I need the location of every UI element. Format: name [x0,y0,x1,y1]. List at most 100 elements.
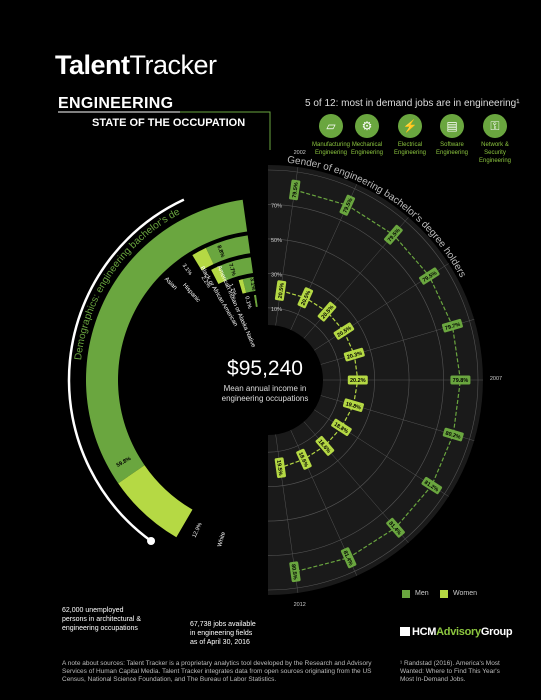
job-manufacturing: ▱ Manufacturing Engineering [301,114,361,157]
data-label-box [289,561,301,583]
data-label-women: 20.3% [343,347,365,362]
job-label: Electrical [397,142,423,148]
data-label-text: 18.6% [297,451,309,468]
data-label-women: 19.8% [342,398,364,412]
legend-men-swatch [402,590,410,598]
data-label-men: 79.8% [450,375,471,385]
data-label-box [297,287,314,309]
data-label-box [421,476,443,495]
brand-part: HCM [412,626,437,638]
job-electrical: ⚡ Electrical Engineering [380,114,440,157]
data-label-men: 80.2% [442,427,464,442]
job-software: ▤ Software Engineering [422,114,482,157]
data-label-box [442,427,464,442]
outer-guide-dot [147,536,156,545]
data-label-box [315,435,335,456]
data-label-box [386,517,405,538]
data-label-men: 79.7% [441,318,463,333]
job-label: Engineering [478,158,512,164]
data-label-box [296,448,312,470]
source-line: Services of Human Capital Media. Talent … [62,668,372,675]
source-line: Census, National Science Foundation, and… [62,676,277,683]
brand-part: Group [480,626,513,638]
category-label: Hispanic [181,283,201,304]
bar-men-label: 3.1% [248,278,256,291]
data-label-box [384,224,403,245]
bar-women-label: 3.1% [181,263,193,277]
data-label-text: 20.5% [300,290,312,307]
bar-men-label: 8.8% [215,245,225,259]
data-label-women: 20.5% [297,287,314,309]
data-label-text: 79.5% [292,182,300,198]
stat-line: as of April 30, 2016 [190,639,250,646]
job-label: Software [440,142,464,148]
data-label-text: 81.4% [342,550,354,567]
mean-income-desc-line: Mean annual income in [223,384,307,393]
data-label-text: 19.5% [275,460,283,476]
occupation-title: ENGINEERING [58,95,174,112]
data-label-box [340,547,357,569]
data-label-women: 20.2% [347,375,368,385]
title-bold: Talent [55,50,130,80]
bar-women [254,295,257,307]
job-label: Engineering [350,150,384,156]
job-label: Engineering [393,150,427,156]
bar-women [118,465,193,538]
job-label: Manufacturing [311,142,351,148]
data-label-text: 79.5% [342,197,354,214]
data-label-box [347,375,368,385]
data-label-text: 80.2% [445,431,462,441]
bar-men-label: 0.6% [258,294,265,307]
bar-women [192,247,214,271]
jobs-available-stat: 67,738 jobs available in engineering fie… [190,620,256,647]
bar-women-label: 12.9% [192,522,204,539]
bar-women [211,265,226,285]
r-tick-label: 10% [271,307,282,313]
bar-men [242,277,256,293]
data-label-box [331,418,352,436]
r-tick-label: 70% [271,203,282,209]
bar-men [205,235,251,265]
data-label-box [419,267,440,285]
bar-men [85,199,248,484]
data-label-text: 20.5% [278,282,286,298]
source-line: A note about sources: Talent Tracker is … [62,660,372,667]
demographics-title: Demographics: engineering bachelor's deg… [0,0,182,361]
demand-note: 5 of 12: most in demand jobs are in engi… [305,98,520,109]
bar-men [254,294,258,307]
job-label: Security [484,150,506,156]
stat-line: persons in architectural & [62,616,141,623]
x-tick-label: 2002 [294,150,306,156]
data-label-box [333,322,355,340]
data-label-box [343,347,365,362]
x-tick-label: 2007 [490,376,502,382]
data-label-box [342,398,364,412]
bar-women [238,279,247,294]
demographics-title-path: Demographics: engineering bachelor's deg… [0,0,182,361]
r-tick-label: 30% [271,272,282,278]
data-label-women: 20.5% [274,280,287,301]
factory-icon: ▱ [319,114,343,138]
mean-income-value: $95,240 [227,357,303,380]
unemployed-stat: 62,000 unemployed persons in architectur… [62,606,141,633]
data-label-men: 80.5% [289,561,301,583]
job-mechanical: ⚙ Mechanical Engineering [337,114,397,157]
data-label-box [339,194,356,216]
job-label: Engineering [435,150,469,156]
reference-note: ¹ Randstad (2016). America's Most Wanted… [400,660,500,684]
data-label-box [450,375,471,385]
data-label-box [274,280,287,301]
legend-women-swatch [440,590,448,598]
data-label-box [317,301,337,322]
source-note: A note about sources: Talent Tracker is … [62,660,372,684]
job-label: Engineering [314,150,348,156]
folder-icon: ▤ [440,114,464,138]
lightning-icon: ⚡ [398,114,422,138]
r-tick-label: 50% [271,238,282,244]
stat-line: in engineering fields [190,630,253,637]
data-label-text: 80.5% [290,564,298,580]
stat-line: 62,000 unemployed [62,607,124,614]
mean-income-desc: Mean annual income in engineering occupa… [205,384,325,404]
data-label-men: 79.5% [339,194,356,216]
data-label-box [441,318,463,333]
